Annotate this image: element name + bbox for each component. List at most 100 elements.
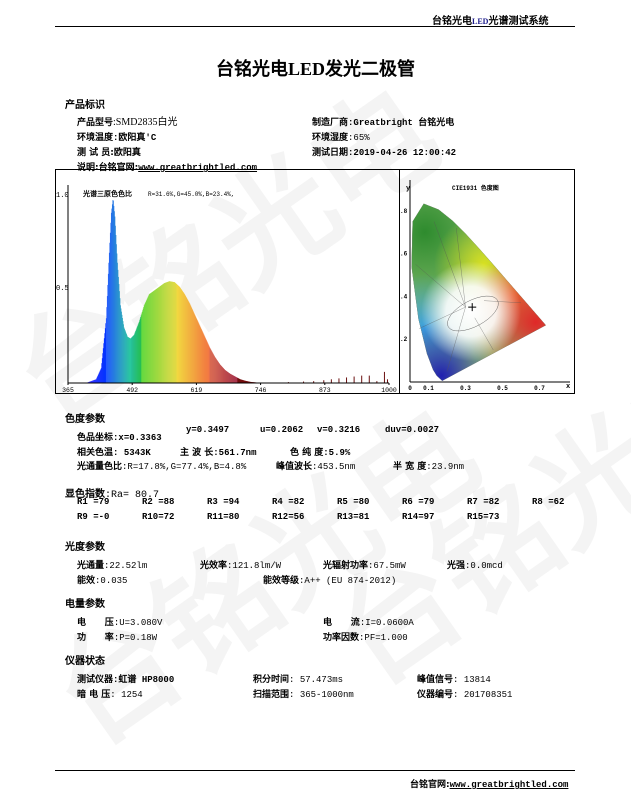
spectrum-bar [188, 301, 190, 383]
header-system: 光谱测试系统 [488, 16, 549, 27]
spectrum-bar [118, 276, 119, 383]
x-tick-label: 492 [126, 387, 138, 393]
spectrum-bar [125, 331, 126, 383]
spectrum-bar [221, 366, 222, 383]
spectrum-ir-spike [323, 380, 325, 383]
spectrum-bar [130, 338, 131, 383]
header-led: LED [472, 17, 489, 26]
spectrum-bar [208, 345, 210, 383]
website-link[interactable]: www.greatbrightled.com [138, 163, 258, 173]
spectrum-bar [249, 381, 251, 383]
chart-panel: 1.0 0.5 光谱三原色色比 R=31.6%,G=45.0%,B=23.4%,… [55, 169, 575, 394]
spectrum-bar [147, 297, 149, 383]
purity-value: :5.9% [323, 448, 351, 458]
spectrum-bar [172, 281, 173, 383]
spectrum-bar [105, 323, 107, 383]
spectrum-bar [228, 373, 230, 383]
spectrum-bar [143, 305, 145, 383]
spectrum-bar [124, 330, 126, 383]
ratio-value: :R=17.8%,G=77.4%,B=4.8% [122, 462, 247, 472]
spectrum-ir-spike [303, 381, 305, 383]
spectrum-bar [104, 333, 106, 383]
spectrum-bar [120, 305, 121, 383]
spectrum-bar [203, 334, 205, 383]
spectrum-ir-spike [338, 378, 340, 383]
cri-item: R11=80 [207, 512, 240, 522]
energy-value: :0.035 [95, 576, 128, 586]
spectrum-bar [116, 244, 117, 383]
spectrum-bar [216, 360, 218, 383]
spectrum-bar [107, 284, 109, 383]
note-row: 说明:台铭官网:www.greatbrightled.com [77, 155, 257, 174]
spectrum-bar [94, 379, 96, 383]
dark-row: 暗 电 压: 1254 [77, 682, 143, 701]
spectrum-bar [201, 331, 203, 383]
cri-item: R12=56 [272, 512, 305, 522]
spectrum-bar [198, 323, 200, 383]
spectrum-bar [241, 379, 243, 383]
spectrum-bar [192, 310, 194, 383]
spectrum-bar [217, 361, 219, 383]
spectrum-subtitle: R=31.6%,G=45.0%,B=23.4%, [148, 191, 234, 198]
spectrum-bar [214, 357, 216, 383]
spectrum-bar [206, 340, 207, 383]
energy-row: 能效:0.035 [77, 568, 127, 587]
spectrum-bar [104, 328, 106, 383]
date-label: 测试日期 [312, 148, 349, 158]
voltage-row: 电 压:U=3.080V [77, 610, 162, 629]
spectrum-bar [189, 304, 191, 383]
spectrum-bar [101, 363, 103, 383]
footer-website-link[interactable]: www.greatbrightled.com [449, 780, 569, 790]
dominant-value: :561.7nm [213, 448, 257, 458]
flux-value: :22.52lm [104, 561, 148, 571]
spectrum-bar [230, 374, 232, 383]
spectrum-bar [119, 291, 120, 383]
spectrum-bar [110, 222, 112, 383]
page-title: 台铭光电LED发光二极管 [0, 55, 631, 81]
cie-x-tick: 0.7 [534, 385, 545, 392]
spectrum-bar [218, 363, 220, 383]
spectrum-bar [212, 353, 214, 383]
energy-label: 能效 [77, 576, 96, 586]
spectrum-bar [151, 291, 153, 383]
spectrum-bar [176, 284, 177, 383]
spectrum-bar [250, 381, 252, 383]
y-tick-0.5: 0.5 [56, 285, 69, 293]
spectrum-title: 光谱三原色色比 [82, 189, 132, 199]
spectrum-bar [201, 330, 203, 383]
spectrum-bar [168, 281, 169, 383]
spectrum-bar [199, 325, 201, 383]
spectrum-bar [96, 378, 98, 383]
cie-x-tick: 0.5 [497, 385, 508, 392]
header-divider [55, 26, 575, 27]
spectrum-bar [142, 308, 144, 383]
cri-item: R8 =62 [532, 497, 565, 507]
spectrum-bar [127, 336, 128, 383]
spectrum-bar [128, 337, 129, 383]
temp-label: 环境温度 [77, 133, 114, 143]
spectrum-bar [233, 375, 235, 383]
spectrum-bar [135, 331, 137, 383]
cri-item: R10=72 [142, 512, 175, 522]
spectrum-bar [243, 380, 245, 383]
spectrum-bar [154, 290, 156, 383]
dominant-row: 主 波 长:561.7nm [180, 440, 257, 459]
spectrum-bar [207, 342, 208, 383]
title-led: LED [287, 59, 325, 79]
spectrum-bar [211, 351, 213, 383]
chart-divider [399, 170, 400, 393]
spectrum-bar [144, 303, 146, 383]
coord-v: v=0.3216 [317, 425, 361, 435]
spectrum-bar [191, 307, 193, 383]
spectrum-bar [194, 314, 196, 383]
spectrum-bar [243, 380, 245, 383]
color-region-boundary [446, 307, 466, 372]
spectrum-bar [96, 377, 98, 383]
spectrum-bar [150, 292, 152, 383]
spectrum-bar [91, 380, 93, 383]
cct-row: 相关色温: 5343K [77, 440, 151, 459]
spectrum-bar [232, 375, 234, 383]
spectrum-bar [248, 381, 250, 383]
spectrum-bar [231, 374, 233, 383]
spectrum-bar [88, 381, 90, 383]
